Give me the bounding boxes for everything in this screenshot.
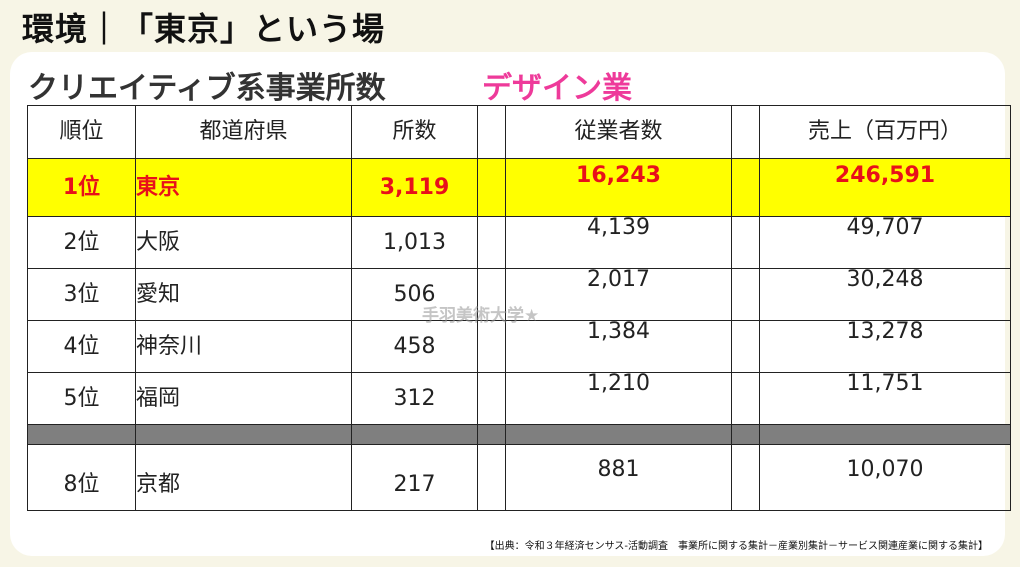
header-gap	[731, 105, 760, 159]
cell-gap	[731, 320, 760, 373]
separator-row	[27, 424, 1011, 445]
cell-count: 458	[351, 320, 478, 373]
cell-prefecture: 福岡	[135, 372, 352, 425]
header-count: 所数	[351, 105, 478, 159]
separator-cell	[731, 424, 760, 445]
cell-count: 3,119	[351, 158, 478, 217]
cell-employees: 1,210	[505, 372, 732, 425]
cell-sales: 49,707	[759, 216, 1011, 269]
header-gap	[477, 105, 506, 159]
cell-employees: 1,384	[505, 320, 732, 373]
header-sales: 売上（百万円）	[759, 105, 1011, 159]
category-label: デザイン業	[482, 71, 632, 106]
cell-gap	[477, 158, 506, 217]
cell-prefecture: 愛知	[135, 268, 352, 321]
separator-cell	[351, 424, 478, 445]
ranking-table: 順位 都道府県 所数 従業者数 売上（百万円） 1位 東京 3,119 16,2…	[27, 105, 1011, 511]
cell-sales: 30,248	[759, 268, 1011, 321]
cell-gap	[477, 216, 506, 269]
table-row: 5位 福岡 312 1,210 11,751	[27, 372, 1011, 425]
cell-employees: 16,243	[505, 158, 732, 217]
cell-sales: 13,278	[759, 320, 1011, 373]
cell-rank: 8位	[27, 444, 136, 511]
page-title: 環境｜「東京」という場	[22, 10, 386, 48]
table-row: 3位 愛知 506 2,017 30,248	[27, 268, 1011, 321]
cell-rank: 3位	[27, 268, 136, 321]
cell-rank: 1位	[27, 158, 136, 217]
cell-gap	[731, 444, 760, 511]
cell-gap	[477, 268, 506, 321]
cell-rank: 5位	[27, 372, 136, 425]
section-subtitle: クリエイティブ系事業所数	[28, 71, 386, 106]
cell-gap	[477, 372, 506, 425]
table-row: 2位 大阪 1,013 4,139 49,707	[27, 216, 1011, 269]
separator-cell	[505, 424, 732, 445]
header-rank: 順位	[27, 105, 136, 159]
cell-sales: 246,591	[759, 158, 1011, 217]
table-header-row: 順位 都道府県 所数 従業者数 売上（百万円）	[27, 105, 1011, 159]
cell-sales: 11,751	[759, 372, 1011, 425]
cell-rank: 4位	[27, 320, 136, 373]
cell-count: 506	[351, 268, 478, 321]
table-row: 8位 京都 217 881 10,070	[27, 444, 1011, 511]
separator-cell	[135, 424, 352, 445]
source-citation: 【出典：令和３年経済センサス-活動調査 事業所に関する集計－産業別集計－サービス…	[484, 541, 988, 552]
cell-prefecture: 東京	[135, 158, 352, 217]
cell-gap	[731, 372, 760, 425]
cell-rank: 2位	[27, 216, 136, 269]
cell-count: 217	[351, 444, 478, 511]
table-row: 1位 東京 3,119 16,243 246,591	[27, 158, 1011, 217]
cell-employees: 4,139	[505, 216, 732, 269]
cell-sales: 10,070	[759, 444, 1011, 511]
cell-prefecture: 京都	[135, 444, 352, 511]
header-prefecture: 都道府県	[135, 105, 352, 159]
cell-count: 312	[351, 372, 478, 425]
separator-cell	[477, 424, 506, 445]
cell-employees: 2,017	[505, 268, 732, 321]
cell-count: 1,013	[351, 216, 478, 269]
cell-gap	[731, 216, 760, 269]
separator-cell	[27, 424, 136, 445]
cell-prefecture: 大阪	[135, 216, 352, 269]
cell-gap	[731, 158, 760, 217]
cell-gap	[477, 320, 506, 373]
cell-employees: 881	[505, 444, 732, 511]
cell-gap	[477, 444, 506, 511]
header-employees: 従業者数	[505, 105, 732, 159]
cell-gap	[731, 268, 760, 321]
table-row: 4位 神奈川 458 1,384 13,278	[27, 320, 1011, 373]
cell-prefecture: 神奈川	[135, 320, 352, 373]
separator-cell	[759, 424, 1011, 445]
